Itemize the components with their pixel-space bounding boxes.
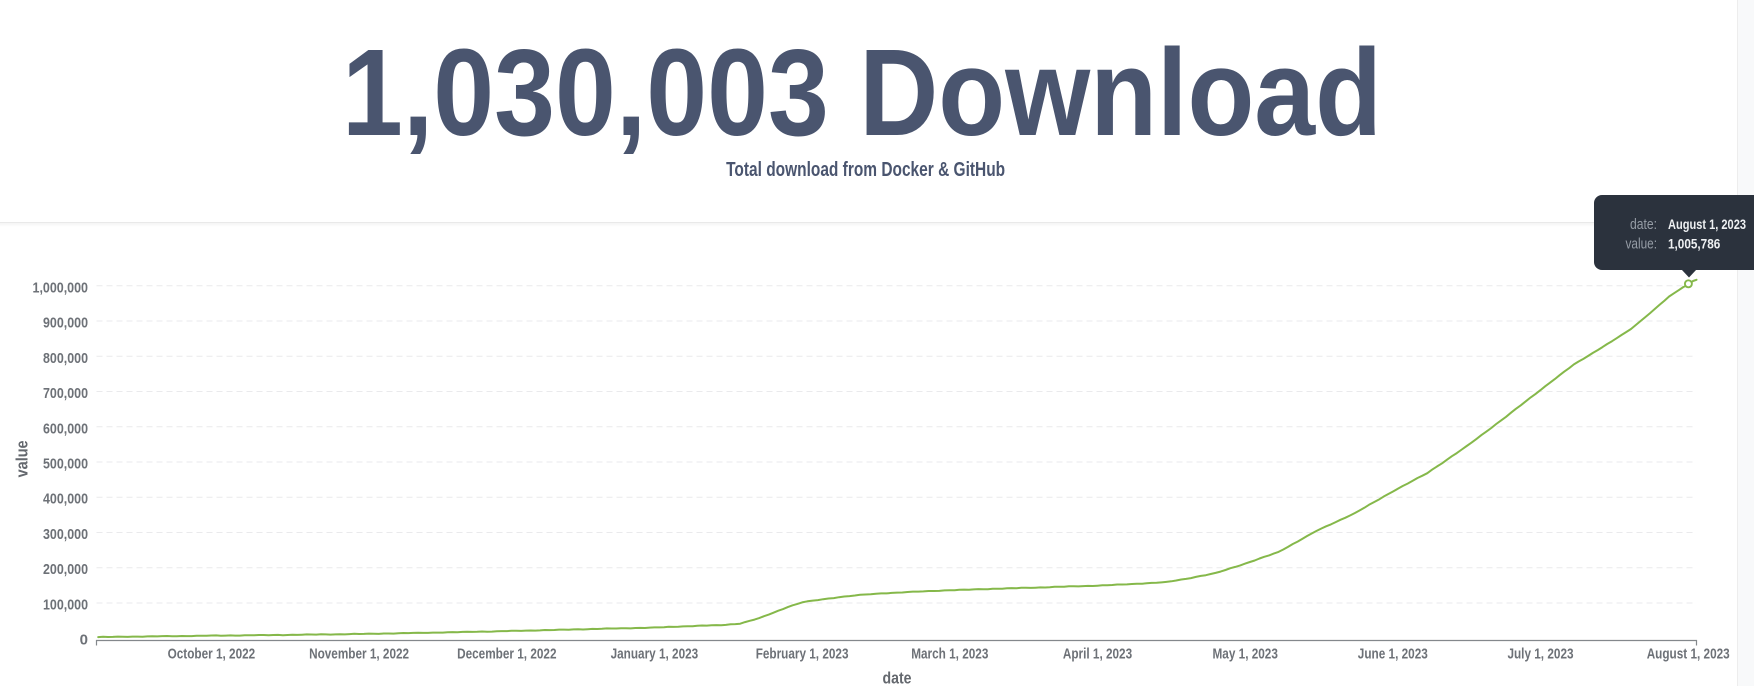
svg-text:900,000: 900,000 [43,315,88,332]
svg-text:1,030,003 Download: 1,030,003 Download [342,25,1382,162]
svg-text:August 1, 2023: August 1, 2023 [1647,646,1730,663]
svg-text:300,000: 300,000 [43,526,88,543]
svg-text:600,000: 600,000 [43,420,88,437]
svg-text:Total download from Docker & G: Total download from Docker & GitHub [726,159,1005,181]
svg-text:December 1, 2022: December 1, 2022 [457,646,556,663]
svg-text:May 1, 2023: May 1, 2023 [1213,646,1278,663]
svg-text:value:: value: [1626,237,1658,253]
svg-text:June 1, 2023: June 1, 2023 [1358,646,1428,663]
svg-text:1,005,786: 1,005,786 [1668,236,1720,252]
svg-text:date:: date: [1630,217,1657,233]
svg-text:November 1, 2022: November 1, 2022 [309,646,409,663]
svg-text:700,000: 700,000 [43,385,88,402]
svg-text:200,000: 200,000 [43,561,88,578]
svg-text:1,000,000: 1,000,000 [33,279,89,296]
svg-text:April 1, 2023: April 1, 2023 [1063,646,1132,663]
svg-text:July 1, 2023: July 1, 2023 [1507,646,1573,663]
svg-text:date: date [883,669,912,686]
svg-text:October 1, 2022: October 1, 2022 [168,646,256,663]
svg-text:100,000: 100,000 [43,597,88,614]
svg-text:August 1, 2023: August 1, 2023 [1668,216,1746,232]
svg-text:value: value [13,440,32,477]
svg-text:800,000: 800,000 [43,350,88,367]
svg-text:400,000: 400,000 [43,491,88,508]
svg-text:0: 0 [80,632,88,649]
svg-text:February 1, 2023: February 1, 2023 [756,646,849,663]
svg-text:March 1, 2023: March 1, 2023 [911,646,988,663]
svg-text:January 1, 2023: January 1, 2023 [611,646,699,663]
svg-text:500,000: 500,000 [43,456,88,473]
